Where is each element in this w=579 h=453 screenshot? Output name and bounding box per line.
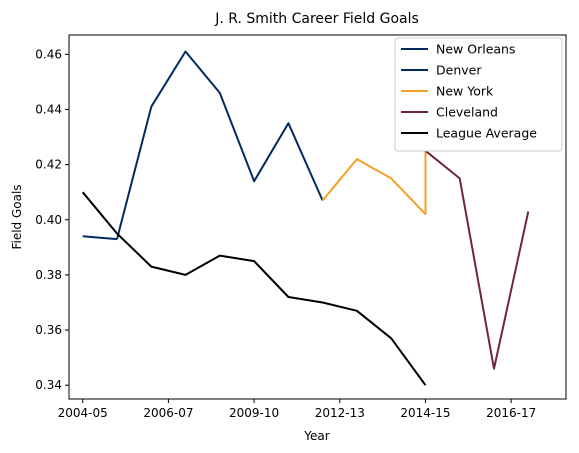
x-tick-label: 2014-15 bbox=[400, 406, 450, 420]
y-tick-label: 0.36 bbox=[35, 323, 62, 337]
legend-label: Cleveland bbox=[436, 105, 498, 120]
x-tick-label: 2012-13 bbox=[315, 406, 365, 420]
legend-label: New York bbox=[436, 84, 494, 99]
chart-title: J. R. Smith Career Field Goals bbox=[214, 11, 419, 27]
y-tick-label: 0.46 bbox=[35, 47, 62, 61]
series-line-league-average bbox=[81, 191, 427, 386]
series-line-denver bbox=[116, 50, 324, 240]
legend-item: New York bbox=[401, 84, 494, 99]
y-tick-label: 0.44 bbox=[35, 102, 62, 116]
y-tick-label: 0.38 bbox=[35, 268, 62, 282]
legend-box bbox=[394, 37, 563, 152]
series-line-new-orleans bbox=[82, 235, 118, 241]
x-axis-label: Year bbox=[303, 429, 329, 443]
legend-label: Denver bbox=[436, 63, 482, 78]
x-tick-label: 2016-17 bbox=[486, 406, 536, 420]
y-axis: 0.34 0.36 0.38 0.40 0.42 0.44 0.46 bbox=[35, 47, 69, 392]
legend-item: New Orleans bbox=[401, 42, 515, 57]
legend: New Orleans Denver New York Cleveland League… bbox=[394, 37, 563, 152]
legend-item: Denver bbox=[401, 63, 482, 78]
y-axis-label: Field Goals bbox=[10, 184, 24, 249]
y-tick-label: 0.42 bbox=[35, 158, 62, 172]
series-line-new-york bbox=[321, 150, 427, 216]
legend-label: League Average bbox=[436, 126, 537, 141]
x-tick-label: 2006-07 bbox=[143, 406, 193, 420]
y-tick-label: 0.34 bbox=[35, 378, 62, 392]
x-tick-label: 2009-10 bbox=[229, 406, 279, 420]
series-line-cleveland bbox=[424, 150, 530, 370]
series-lines bbox=[81, 50, 530, 386]
plot-frame bbox=[68, 34, 567, 400]
x-axis: 2004-05 2006-07 2009-10 2012-13 2014-15 2016-… bbox=[58, 399, 536, 420]
x-tick-label: 2004-05 bbox=[58, 406, 108, 420]
legend-item: Cleveland bbox=[401, 105, 498, 120]
legend-item: League Average bbox=[401, 126, 537, 141]
legend-label: New Orleans bbox=[436, 42, 515, 57]
y-tick-label: 0.40 bbox=[35, 213, 62, 227]
